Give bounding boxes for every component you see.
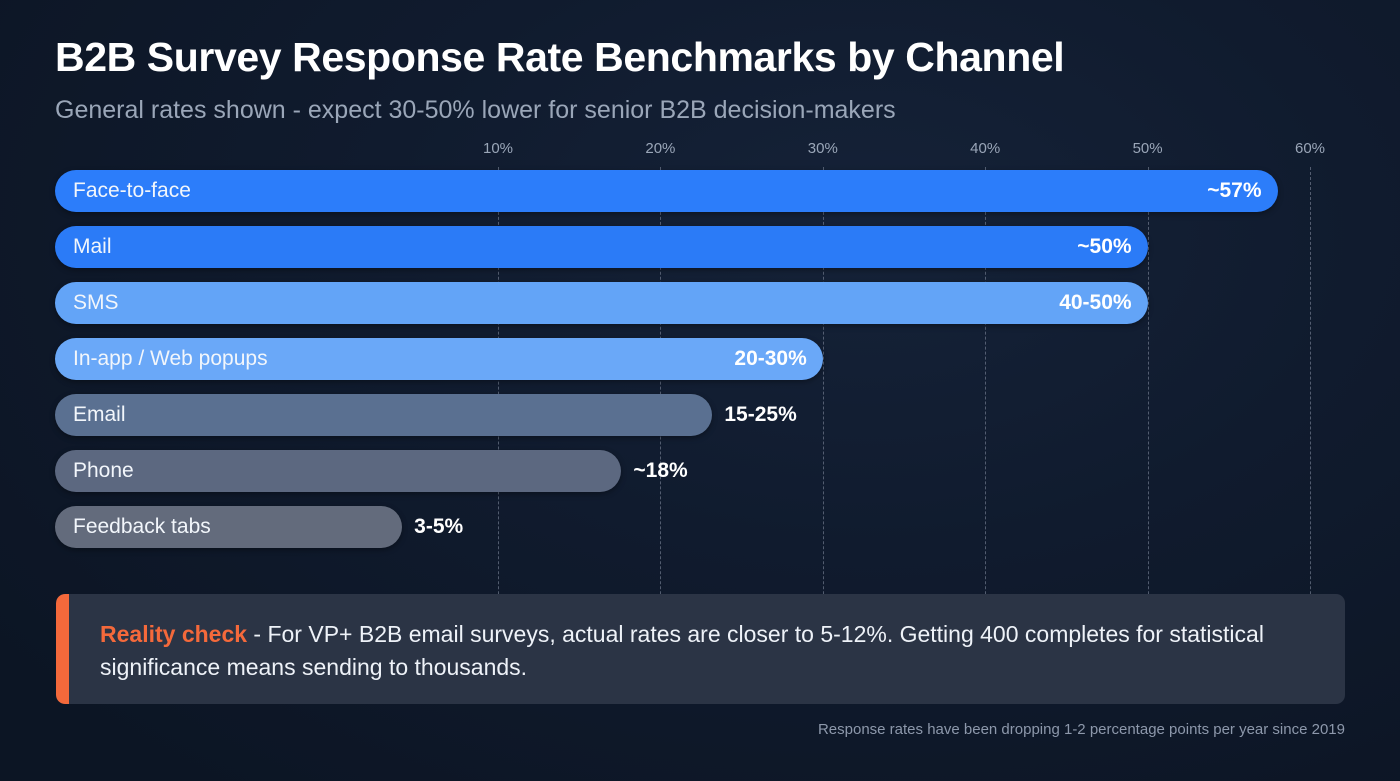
bar-face-to-face[interactable]: Face-to-face ~57% [55, 170, 1278, 212]
bar-value-label: 20-30% [734, 347, 807, 370]
bar-feedback-tabs[interactable]: Feedback tabs [55, 506, 403, 548]
callout-strong-label: Reality check [100, 621, 248, 647]
gridline-40 [985, 167, 987, 694]
bar-value-label: 15-25% [724, 403, 797, 426]
bar-row: Mail ~50% [0, 226, 1400, 268]
bar-sms[interactable]: SMS 40-50% [55, 282, 1148, 324]
gridline-50 [1147, 167, 1149, 694]
x-axis-tick-label: 40% [970, 140, 1001, 157]
bar-category-label: Mail [73, 235, 112, 258]
page-title: B2B Survey Response Rate Benchmarks by C… [55, 34, 1065, 80]
bar-category-label: Feedback tabs [73, 515, 211, 538]
bar-phone[interactable]: Phone [55, 450, 622, 492]
x-axis-tick-label: 20% [645, 140, 676, 157]
bar-row: SMS 40-50% [0, 282, 1400, 324]
bar-in-app-web-popups[interactable]: In-app / Web popups 20-30% [55, 338, 823, 380]
bar-row: Face-to-face ~57% [0, 170, 1400, 212]
callout-body-text: - For VP+ B2B email surveys, actual rate… [100, 621, 1264, 680]
bar-category-label: In-app / Web popups [73, 347, 268, 370]
bar-row: Phone ~18% [0, 450, 1400, 492]
bar-category-label: Phone [73, 459, 134, 482]
page-subtitle: General rates shown - expect 30-50% lowe… [55, 96, 896, 124]
bar-chart-plot: 10% 20% 30% 40% 50% 60% Face-to-face ~57% Mail ~… [0, 140, 1400, 694]
callout-text: Reality check - For VP+ B2B email survey… [100, 618, 1315, 684]
x-axis-tick-label: 10% [482, 140, 514, 157]
bar-row: Email 15-25% [0, 394, 1400, 436]
bar-email[interactable]: Email [55, 394, 713, 436]
bar-value-label: ~50% [1077, 235, 1132, 258]
bars-layer: Face-to-face ~57% Mail ~50% SMS 40-50% In-app … [0, 140, 1400, 560]
bar-row: Feedback tabs 3-5% [0, 506, 1400, 548]
x-axis-tick-label: 50% [1132, 140, 1163, 157]
x-axis-tick-label: 30% [807, 140, 838, 157]
bar-value-label: 3-5% [414, 515, 464, 538]
bar-value-label: ~18% [633, 459, 688, 482]
gridline-30 [822, 167, 824, 694]
bar-value-label: ~57% [1207, 179, 1262, 202]
footer-note: Response rates have been dropping 1-2 pe… [817, 721, 1345, 738]
bar-category-label: Email [73, 403, 126, 426]
callout-box: Reality check - For VP+ B2B email survey… [56, 594, 1345, 704]
gridline-60 [1310, 167, 1311, 694]
callout-accent-bar [56, 594, 69, 704]
bar-mail[interactable]: Mail ~50% [55, 226, 1148, 268]
x-axis-tick-label: 60% [1294, 140, 1326, 157]
bar-value-label: 40-50% [1059, 291, 1132, 314]
bar-category-label: SMS [73, 291, 119, 314]
bar-category-label: Face-to-face [73, 179, 191, 202]
bar-row: In-app / Web popups 20-30% [0, 338, 1400, 380]
